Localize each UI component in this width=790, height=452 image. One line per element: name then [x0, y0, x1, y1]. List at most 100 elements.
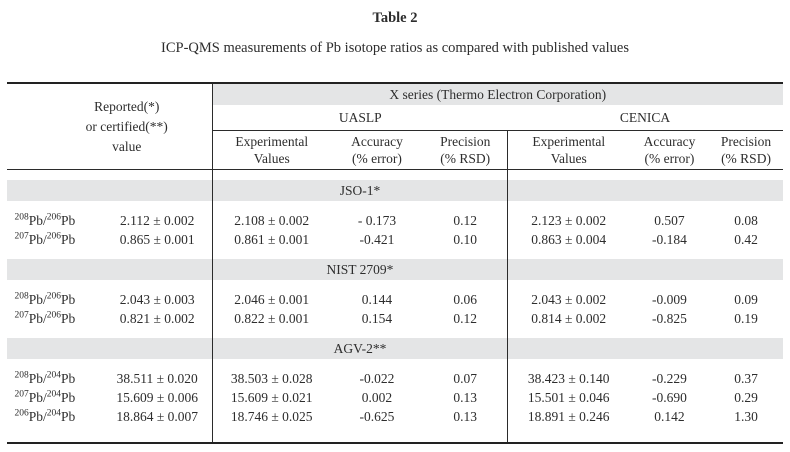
cenica-accuracy-value: -0.825	[652, 310, 687, 326]
table-row: 208Pb/204Pb 38.511 ± 0.020 38.503 ± 0.02…	[7, 369, 782, 388]
cenica-experimental-value: 2.043 ± 0.002	[506, 290, 630, 309]
cenica-accuracy-value: -0.184	[652, 231, 687, 247]
header-reported-line3: value	[112, 138, 142, 154]
table-row: 208Pb/206Pb 2.112 ± 0.002 2.108 ± 0.002 …	[7, 211, 782, 230]
isotope-superscript: 204	[46, 389, 61, 399]
table-row: 207Pb/206Pb 0.821 ± 0.002 0.822 ± 0.001 …	[7, 309, 782, 328]
isotope-superscript: 206	[46, 310, 61, 320]
header-row-labs: UASLP CENICA	[7, 105, 783, 131]
uaslp-accuracy-value: -0.421	[359, 231, 395, 247]
section-title: AGV-2**	[212, 338, 507, 359]
uaslp-experimental-value: 38.503 ± 0.028	[211, 369, 331, 388]
uaslp-precision-value: 0.10	[453, 231, 478, 247]
isotope-label: 207Pb/206Pb	[14, 310, 76, 326]
reported-value: 2.112 ± 0.002	[120, 212, 195, 228]
isotope-superscript: 208	[14, 212, 29, 222]
isotope-label: 208Pb/206Pb	[14, 291, 76, 307]
uaslp-experimental-value: 2.046 ± 0.001	[211, 290, 331, 309]
uaslp-accuracy-value: 0.154	[361, 310, 393, 326]
isotope-superscript: 204	[46, 370, 61, 380]
uaslp-experimental-value: 0.822 ± 0.001	[211, 309, 331, 328]
reported-value: 0.865 ± 0.001	[119, 231, 195, 247]
reported-value: 15.609 ± 0.006	[116, 389, 199, 405]
section-band	[7, 338, 212, 359]
cenica-accuracy-value: 0.142	[654, 408, 685, 424]
cenica-accuracy-value: -0.229	[652, 370, 687, 386]
uaslp-accuracy-value: -0.022	[359, 370, 395, 386]
header-cenica: CENICA	[507, 105, 783, 131]
isotope-superscript: 207	[14, 231, 29, 241]
uaslp-experimental-value: 18.746 ± 0.025	[211, 407, 331, 426]
cenica-precision-value: 0.09	[734, 291, 758, 307]
section-band	[7, 259, 212, 280]
isotope-superscript: 206	[46, 231, 61, 241]
uaslp-precision-value: 0.13	[453, 408, 478, 424]
isotope-label: 208Pb/204Pb	[14, 370, 76, 386]
table-row: 206Pb/204Pb 18.864 ± 0.007 18.746 ± 0.02…	[7, 407, 782, 426]
isotope-superscript: 208	[14, 291, 29, 301]
cenica-experimental-value: 0.814 ± 0.002	[506, 309, 630, 328]
table-row: 207Pb/206Pb 0.865 ± 0.001 0.861 ± 0.001 …	[7, 230, 782, 249]
uaslp-accuracy-value: 0.144	[361, 291, 393, 307]
header-uaslp-accuracy: Accuracy (% error)	[330, 130, 424, 170]
uaslp-precision-value: 0.12	[453, 212, 478, 228]
section-title: JSO-1*	[212, 180, 507, 201]
uaslp-accuracy-value: -0.625	[359, 408, 395, 424]
cenica-precision-value: 0.37	[734, 370, 758, 386]
header-cenica-precision: Precision (% RSD)	[709, 130, 783, 170]
header-reported-line2: or certified(**)	[85, 118, 168, 134]
header-uaslp-precision: Precision (% RSD)	[423, 130, 508, 170]
uaslp-precision-value: 0.06	[453, 291, 478, 307]
header-cenica-experimental: Experimental Values	[506, 130, 630, 170]
table-row: 208Pb/206Pb 2.043 ± 0.003 2.046 ± 0.001 …	[7, 290, 782, 309]
header-reported-value: Reported(*) or certified(**) value	[7, 83, 213, 170]
uaslp-precision-value: 0.13	[453, 389, 478, 405]
isotope-superscript: 206	[46, 291, 61, 301]
uaslp-experimental-value: 15.609 ± 0.021	[211, 388, 331, 407]
cenica-accuracy-value: -0.690	[652, 389, 687, 405]
isotope-superscript: 204	[46, 408, 61, 418]
section-band	[507, 259, 783, 280]
section-band	[507, 338, 783, 359]
isotope-label: 208Pb/206Pb	[14, 212, 76, 228]
header-row-columns: Experimental Values Accuracy (% error) P…	[7, 130, 783, 170]
cenica-precision-value: 0.19	[734, 310, 758, 326]
cenica-accuracy-value: 0.507	[654, 212, 685, 228]
section-band	[7, 180, 212, 201]
cenica-precision-value: 0.08	[734, 212, 758, 228]
cenica-experimental-value: 0.863 ± 0.004	[506, 230, 630, 249]
cenica-precision-value: 0.42	[734, 231, 758, 247]
cenica-accuracy-value: -0.009	[652, 291, 687, 307]
header-cenica-accuracy: Accuracy (% error)	[629, 130, 710, 170]
cenica-precision-value: 0.29	[734, 389, 758, 405]
section-header-row: JSO-1*	[7, 169, 783, 211]
section-band	[507, 180, 783, 201]
uaslp-precision-value: 0.12	[453, 310, 478, 326]
header-uaslp-experimental: Experimental Values	[211, 130, 331, 170]
section-title: NIST 2709*	[212, 259, 507, 280]
isotope-ratio-table: Reported(*) or certified(**) value X ser…	[7, 82, 783, 444]
reported-value: 38.511 ± 0.020	[116, 370, 198, 386]
header-reported-line1: Reported(*)	[94, 98, 160, 114]
cenica-experimental-value: 2.123 ± 0.002	[506, 211, 630, 230]
table-row: 207Pb/204Pb 15.609 ± 0.006 15.609 ± 0.02…	[7, 388, 782, 407]
table-subtitle: ICP-QMS measurements of Pb isotope ratio…	[161, 40, 629, 56]
uaslp-accuracy-value: 0.002	[361, 389, 393, 405]
section-header-row: NIST 2709*	[7, 249, 783, 290]
table-caption: Table 2	[372, 10, 418, 26]
uaslp-accuracy-value: - 0.173	[357, 212, 397, 228]
isotope-label: 207Pb/204Pb	[14, 389, 76, 405]
header-row-group: Reported(*) or certified(**) value X ser…	[7, 83, 783, 170]
uaslp-experimental-value: 0.861 ± 0.001	[211, 230, 331, 249]
isotope-superscript: 206	[46, 212, 61, 222]
uaslp-experimental-value: 2.108 ± 0.002	[211, 211, 331, 230]
cenica-precision-value: 1.30	[734, 408, 758, 424]
isotope-superscript: 207	[14, 310, 29, 320]
isotope-superscript: 207	[14, 389, 29, 399]
isotope-superscript: 206	[14, 408, 29, 418]
header-x-series: X series (Thermo Electron Corporation)	[211, 83, 783, 105]
isotope-label: 206Pb/204Pb	[14, 408, 76, 424]
cenica-experimental-value: 38.423 ± 0.140	[506, 369, 630, 388]
reported-value: 0.821 ± 0.002	[119, 310, 195, 326]
